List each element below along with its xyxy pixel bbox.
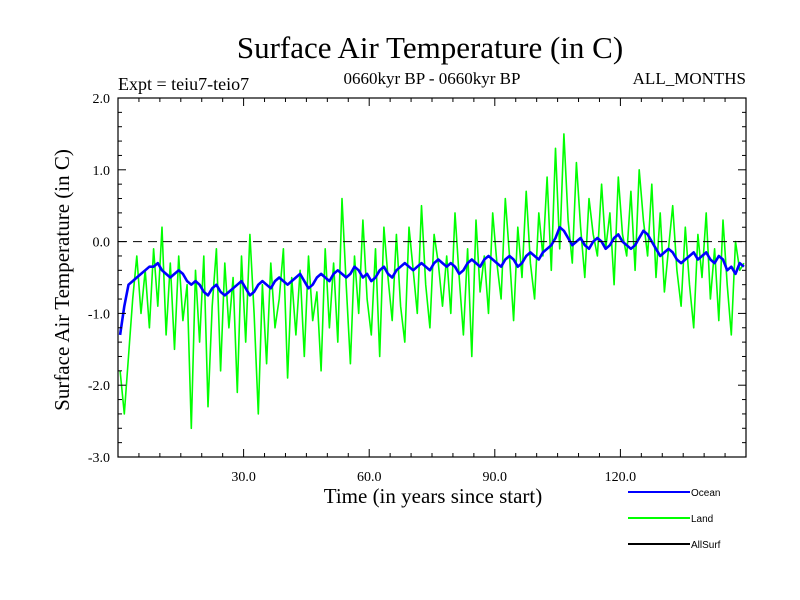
y-tick-label: 0.0	[93, 236, 111, 251]
chart-subtitle-center: 0660kyr BP - 0660kyr BP	[344, 69, 521, 88]
legend-label-land: Land	[691, 514, 713, 525]
legend: Ocean Land AllSurf	[628, 488, 721, 551]
x-tick-label: 30.0	[231, 470, 256, 485]
chart-subtitle-left: Expt = teiu7-teio7	[118, 74, 249, 94]
series-line-land	[119, 133, 745, 430]
y-tick-label: -3.0	[88, 451, 110, 466]
series-line-ocean	[118, 225, 745, 336]
chart-subtitle-right: ALL_MONTHS	[633, 69, 746, 88]
y-tick-label: 1.0	[93, 164, 111, 179]
x-axis-label: Time (in years since start)	[324, 484, 543, 508]
legend-label-allsurf: AllSurf	[691, 540, 721, 551]
y-axis-label: Surface Air Temperature (in C)	[50, 149, 74, 411]
y-tick-label: 2.0	[93, 92, 111, 107]
x-tick-label: 120.0	[605, 470, 637, 485]
plot-area: -3.0 -2.0 -1.0 0.0 1.0 2.0 30.0 60.0 90.0 120.0	[88, 92, 747, 485]
x-tick-label: 60.0	[357, 470, 382, 485]
chart-title: Surface Air Temperature (in C)	[237, 30, 623, 65]
x-tick-label: 90.0	[483, 470, 508, 485]
y-tick-label: -1.0	[88, 307, 110, 322]
legend-label-ocean: Ocean	[691, 488, 720, 499]
y-tick-label: -2.0	[88, 379, 110, 394]
